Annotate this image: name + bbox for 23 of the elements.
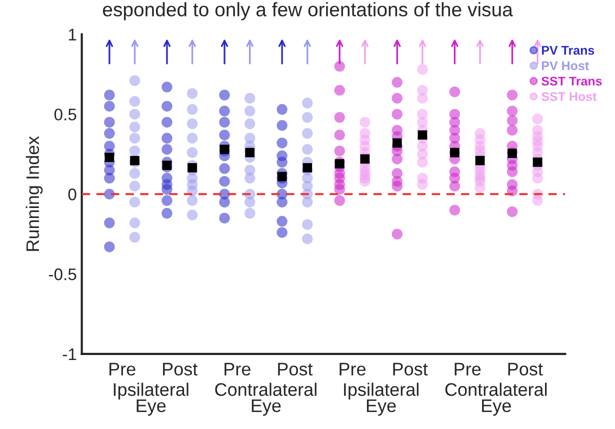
x-tick-label: Post <box>163 362 198 376</box>
y-tick-label: 0 <box>68 188 76 200</box>
legend-label: PV Trans <box>542 46 594 55</box>
x-tick-label: Pre <box>110 362 136 376</box>
y-tick-label: -0.5 <box>48 268 76 280</box>
text: Contralateral Eye <box>445 382 547 416</box>
chart-title: esponded to only a few orientations of the visua <box>102 2 513 20</box>
x-tick-label: Post <box>278 362 313 376</box>
x-tick-label: Pre <box>340 362 366 376</box>
y-tick-label: 1 <box>68 28 76 40</box>
text: Ipsilateral Eye <box>114 382 188 416</box>
text: Ipsilateral Eye <box>344 382 418 416</box>
legend-label: SST Host <box>542 92 597 101</box>
y-tick-label: -1 <box>62 348 76 360</box>
y-axis-title: Running Index <box>26 136 43 251</box>
x-tick-label: Post <box>393 362 428 376</box>
x-tick-label: Pre <box>454 362 481 376</box>
y-tick-label: 0.5 <box>54 108 76 120</box>
legend-label: SST Trans <box>542 76 602 86</box>
x-tick-label: Pre <box>224 362 250 376</box>
legend-label: PV Host <box>542 61 589 70</box>
text: Contralateral Eye <box>215 382 316 416</box>
x-tick-label: Post <box>508 362 543 376</box>
